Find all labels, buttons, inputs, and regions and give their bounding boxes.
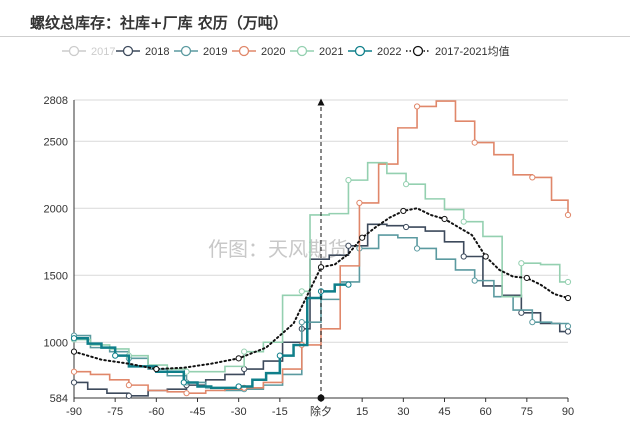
data-point (235, 355, 242, 362)
data-point (460, 253, 467, 260)
legend-label: 2020 (261, 46, 285, 58)
y-tick-label: 2500 (44, 136, 68, 148)
x-tick-label: 60 (480, 406, 492, 418)
y-tick-label: 2808 (44, 95, 68, 107)
data-point (518, 309, 525, 316)
data-point (402, 181, 410, 188)
data-point (564, 328, 572, 335)
x-axis: -90 -75 -60 -45 -30 -15 除夕 15 30 45 60 75 90 (66, 397, 574, 418)
data-point (241, 348, 248, 355)
legend-label: 2022 (377, 46, 401, 58)
data-point (183, 390, 190, 397)
legend-swatch-marker (354, 45, 366, 57)
watermark: 作图：天风期货 (208, 237, 348, 261)
data-point (441, 215, 448, 223)
series-line-2020 (74, 100, 569, 394)
x-tick-label: -90 (66, 406, 82, 418)
data-point (413, 103, 421, 110)
legend-swatch-marker (122, 45, 134, 57)
legend-item-2017-2021均值[interactable]: 2017-2021均值 (406, 45, 510, 58)
y-tick-label: 1500 (44, 270, 68, 282)
series-line-2022 (74, 283, 349, 390)
x-tick-label: 75 (521, 406, 533, 418)
x-tick-label: -15 (272, 406, 288, 418)
x-tick-label: 30 (397, 406, 409, 418)
data-point (402, 223, 410, 231)
y-axis: 584 1000 1500 2000 2500 2808 (44, 95, 75, 405)
data-point (112, 352, 119, 359)
data-point (235, 383, 242, 390)
legend: 2017 2018 2019 2020 2021 2022 2017-2021均值 (62, 45, 510, 58)
x-tick-label: -60 (148, 406, 164, 418)
y-tick-label: 2000 (44, 203, 68, 215)
legend-label: 2018 (145, 46, 169, 58)
data-point (345, 177, 352, 184)
y-tick-label: 1000 (44, 337, 68, 349)
data-point (564, 323, 572, 330)
data-point (482, 253, 489, 260)
legend-label: 2021 (319, 46, 343, 58)
data-point (471, 277, 478, 284)
series-lines (70, 100, 572, 399)
data-point (564, 278, 572, 286)
x-tick-label: 除夕 (310, 404, 332, 418)
legend-item-2020[interactable]: 2020 (232, 45, 285, 58)
legend-label: 2019 (203, 46, 227, 58)
series-line-2017-2021均值 (73, 207, 569, 371)
annotation-dot (317, 394, 325, 402)
y-tick-label: 584 (50, 393, 68, 405)
data-point (564, 211, 572, 219)
legend-swatch-marker (180, 45, 192, 57)
data-point (241, 365, 248, 373)
data-point (356, 199, 363, 207)
x-tick-label: -45 (190, 406, 206, 418)
data-point (70, 348, 78, 355)
data-point (345, 281, 352, 288)
x-tick-label: 45 (438, 406, 450, 418)
data-point (70, 335, 78, 342)
title-divider (0, 36, 630, 37)
data-point (180, 379, 187, 386)
legend-item-2019[interactable]: 2019 (174, 45, 227, 58)
legend-item-2018[interactable]: 2018 (116, 45, 169, 58)
data-point (125, 392, 132, 399)
legend-item-2021[interactable]: 2021 (290, 45, 343, 58)
x-tick-label: 15 (356, 406, 368, 418)
data-point (523, 274, 530, 282)
data-point (400, 207, 407, 215)
data-point (471, 139, 478, 146)
data-point (153, 365, 160, 373)
data-point (413, 245, 421, 252)
series-line-2021 (74, 161, 568, 373)
x-tick-label: -75 (107, 406, 123, 418)
data-point (529, 319, 536, 326)
data-point (125, 382, 132, 389)
data-point (564, 294, 572, 302)
data-point (298, 319, 305, 326)
chart-title: 螺纹总库存：社库+厂库 农历（万吨） (30, 14, 288, 32)
x-tick-label: -30 (231, 406, 247, 418)
legend-swatch-marker (412, 45, 424, 57)
data-point (70, 368, 78, 375)
legend-swatch-marker (238, 45, 250, 57)
x-tick-label: 90 (562, 406, 574, 418)
data-point (518, 260, 525, 267)
legend-swatch-marker (68, 45, 80, 57)
data-point (529, 174, 536, 181)
data-point (298, 288, 305, 295)
lunar-new-year-marker (317, 98, 325, 402)
data-point (345, 242, 352, 249)
legend-label: 2017 (91, 46, 115, 58)
legend-swatch-marker (296, 45, 308, 57)
data-point (70, 379, 78, 386)
data-point (276, 352, 283, 359)
legend-item-2022[interactable]: 2022 (348, 45, 401, 58)
data-point (359, 234, 366, 241)
data-point (460, 218, 467, 225)
legend-item-2017[interactable]: 2017 (62, 45, 115, 58)
legend-label: 2017-2021均值 (435, 45, 510, 58)
